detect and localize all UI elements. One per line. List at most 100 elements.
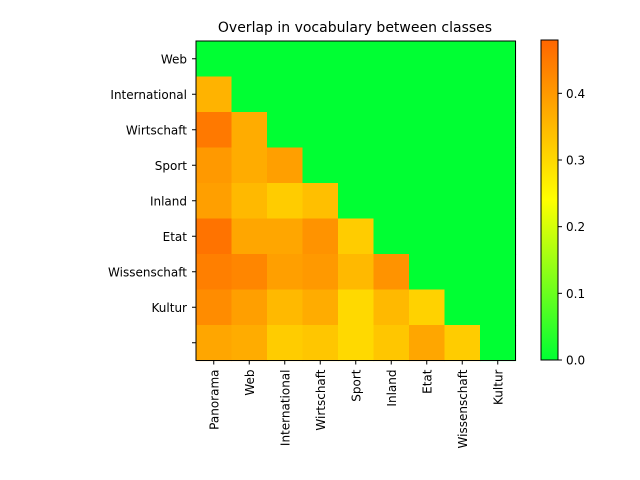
heatmap-cell: [338, 289, 375, 326]
heatmap-cell: [267, 325, 304, 362]
heatmap-cell: [231, 254, 268, 291]
heatmap-cell: [267, 254, 304, 291]
heatmap-cell: [338, 41, 375, 78]
heatmap-cell: [196, 325, 233, 362]
x-tick-label: Sport: [349, 369, 363, 402]
heatmap-cell: [444, 289, 481, 326]
y-tick-label: International: [110, 88, 187, 102]
heatmap-cell: [409, 325, 446, 362]
heatmap-cell: [267, 76, 304, 113]
heatmap-cell: [373, 76, 410, 113]
heatmap-cell: [231, 147, 268, 184]
x-tick-label: Wissenschaft: [456, 369, 470, 448]
heatmap-cell: [196, 218, 233, 255]
heatmap-cell: [444, 76, 481, 113]
x-tick-label: Inland: [385, 370, 399, 407]
heatmap-cell: [373, 147, 410, 184]
heatmap-cell: [302, 325, 339, 362]
y-tick-label: Web: [161, 52, 187, 66]
heatmap-cell: [231, 289, 268, 326]
heatmap-cell: [338, 76, 375, 113]
heatmap-cell: [373, 183, 410, 220]
heatmap-cell: [267, 183, 304, 220]
x-tick-label: Panorama: [207, 370, 221, 430]
y-axis: Web International Wirtschaft Sport Inland Eta…: [108, 52, 196, 344]
heatmap-cell: [373, 218, 410, 255]
heatmap-cell: [373, 325, 410, 362]
heatmap-cell: [373, 41, 410, 78]
heatmap-cell: [480, 76, 517, 113]
x-tick-label: International: [278, 370, 292, 447]
heatmap-cells: [195, 40, 517, 362]
colorbar-tick-label: 0.2: [566, 220, 585, 234]
heatmap-cell: [302, 218, 339, 255]
heatmap-cell: [373, 289, 410, 326]
y-tick-label: Kultur: [152, 301, 188, 315]
heatmap-cell: [480, 147, 517, 184]
heatmap-cell: [338, 183, 375, 220]
heatmap-cell: [444, 325, 481, 362]
y-tick-label: Wirtschaft: [126, 123, 187, 137]
heatmap-cell: [196, 289, 233, 326]
colorbar-gradient: [541, 40, 558, 360]
colorbar-frame: [540, 39, 559, 361]
heatmap-cell: [231, 112, 268, 149]
heatmap-cell: [302, 76, 339, 113]
heatmap-cell: [338, 218, 375, 255]
heatmap-cell: [302, 41, 339, 78]
heatmap-cell: [302, 147, 339, 184]
heatmap-cell: [267, 112, 304, 149]
heatmap-cell: [480, 112, 517, 149]
heatmap-cell: [338, 147, 375, 184]
heatmap-cell: [231, 76, 268, 113]
heatmap-cell: [338, 254, 375, 291]
heatmap-cell: [302, 289, 339, 326]
heatmap-cell: [480, 254, 517, 291]
heatmap-cell: [480, 289, 517, 326]
colorbar-tick-label: 0.1: [566, 287, 585, 301]
heatmap-cell: [480, 325, 517, 362]
heatmap-cell: [302, 183, 339, 220]
colorbar: 0.0 0.1 0.2 0.3 0.4: [540, 39, 585, 368]
heatmap-cell: [231, 183, 268, 220]
heatmap-cell: [373, 112, 410, 149]
heatmap-cell: [444, 218, 481, 255]
heatmap-cell: [409, 289, 446, 326]
heatmap-cell: [267, 147, 304, 184]
heatmap-cell: [409, 254, 446, 291]
x-tick-label: Web: [243, 370, 257, 396]
heatmap-cell: [444, 183, 481, 220]
colorbar-tick-label: 0.3: [566, 154, 585, 168]
heatmap-cell: [480, 41, 517, 78]
heatmap-cell: [231, 325, 268, 362]
heatmap-cell: [480, 183, 517, 220]
x-tick-label: Wirtschaft: [314, 369, 328, 430]
chart-title: Overlap in vocabulary between classes: [218, 20, 492, 36]
heatmap-cell: [231, 218, 268, 255]
heatmap-cell: [444, 41, 481, 78]
heatmap-cell: [302, 254, 339, 291]
heatmap-cell: [409, 76, 446, 113]
heatmap-cell: [302, 112, 339, 149]
heatmap-cell: [444, 254, 481, 291]
heatmap-cell: [409, 183, 446, 220]
heatmap-cell: [409, 112, 446, 149]
heatmap-cell: [196, 254, 233, 291]
heatmap-cell: [267, 218, 304, 255]
colorbar-tick-label: 0.0: [566, 354, 585, 368]
y-tick-label: Inland: [150, 194, 187, 208]
x-tick-label: Kultur: [491, 369, 505, 405]
heatmap-cell: [373, 254, 410, 291]
heatmap-cell: [338, 112, 375, 149]
heatmap-cell: [267, 289, 304, 326]
x-tick-label: Etat: [420, 369, 434, 394]
heatmap-cell: [196, 41, 233, 78]
heatmap-cell: [196, 76, 233, 113]
y-tick-label: Sport: [155, 159, 188, 173]
heatmap-cell: [196, 147, 233, 184]
heatmap-cell: [267, 41, 304, 78]
heatmap-cell: [444, 112, 481, 149]
heatmap-cell: [409, 147, 446, 184]
x-axis: Panorama Web International Wirtschaft Sport I…: [207, 360, 505, 448]
heatmap-cell: [196, 183, 233, 220]
